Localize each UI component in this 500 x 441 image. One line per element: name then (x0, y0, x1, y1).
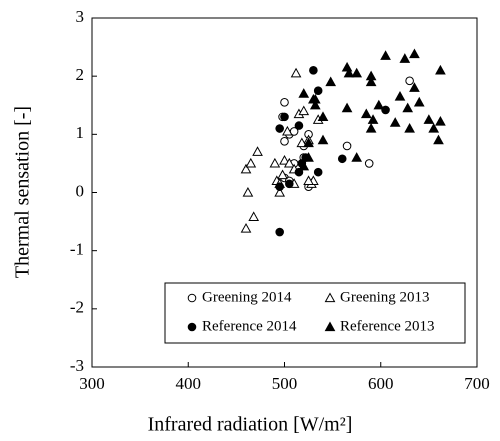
legend-label: Reference 2014 (202, 318, 297, 334)
y-tick-label: -2 (70, 298, 84, 317)
data-point (317, 111, 329, 121)
y-axis-title: Thermal sensation [-] (12, 106, 34, 278)
data-point (428, 122, 440, 133)
data-point (285, 179, 294, 189)
data-point (367, 114, 379, 124)
legend-marker (324, 292, 336, 303)
y-tick-label: 2 (76, 65, 85, 84)
data-point (298, 88, 310, 98)
data-point (248, 211, 260, 222)
data-point (298, 160, 310, 171)
data-point (282, 125, 293, 136)
y-tick-label: -3 (70, 356, 84, 375)
data-point (280, 98, 289, 107)
data-point (399, 53, 411, 63)
data-point (240, 163, 252, 174)
data-point (242, 186, 254, 197)
data-point (298, 105, 310, 116)
data-point (303, 175, 314, 185)
data-point (279, 154, 290, 165)
y-tick-label: -1 (70, 240, 84, 259)
data-point (303, 137, 314, 148)
data-point (351, 67, 363, 78)
data-point (317, 134, 329, 145)
legend-marker (187, 293, 197, 303)
data-point (394, 90, 406, 101)
data-point (423, 114, 435, 124)
data-point (294, 121, 304, 130)
legend-label: Reference 2013 (340, 318, 435, 334)
data-point (296, 137, 308, 148)
data-point (313, 86, 323, 96)
data-point (402, 102, 414, 113)
data-point (435, 64, 446, 75)
y-tick-label: 0 (76, 181, 85, 200)
data-point (435, 116, 446, 126)
data-point (275, 182, 284, 191)
data-point (381, 105, 390, 115)
data-point (274, 186, 286, 197)
legend-marker (324, 321, 336, 332)
legend-box (164, 282, 466, 344)
data-point (409, 48, 420, 59)
data-point (360, 108, 372, 119)
data-point (280, 137, 289, 146)
data-point (341, 61, 353, 72)
data-point (309, 99, 321, 110)
legend-label: Greening 2013 (340, 289, 430, 305)
legend-label: Greening 2014 (202, 289, 292, 305)
x-tick-label: 300 (79, 374, 105, 393)
x-tick-label: 600 (368, 374, 394, 393)
data-point (342, 141, 352, 151)
data-point (275, 227, 284, 237)
data-point (341, 102, 353, 113)
data-point (389, 117, 401, 127)
data-point (280, 112, 289, 122)
data-point (309, 93, 321, 104)
data-point (373, 99, 385, 110)
data-point (290, 67, 302, 78)
x-tick-label: 700 (464, 374, 490, 393)
legend-marker (187, 322, 197, 332)
data-point (365, 122, 377, 133)
data-point (240, 223, 252, 233)
data-point (245, 157, 257, 168)
data-point (405, 76, 414, 86)
data-point (269, 157, 281, 168)
x-tick-label: 500 (272, 374, 298, 393)
data-point (351, 152, 363, 162)
data-point (277, 169, 288, 180)
data-point (365, 76, 377, 87)
data-point (433, 134, 444, 145)
data-point (409, 82, 420, 92)
data-point (404, 122, 415, 133)
x-axis-title: Infrared radiation [W/m²] (148, 414, 353, 436)
data-point (343, 67, 355, 78)
data-point (325, 76, 337, 87)
y-tick-label: 3 (76, 7, 85, 26)
data-point (252, 146, 263, 156)
x-tick-label: 400 (176, 374, 202, 393)
data-point (275, 124, 284, 133)
data-point (313, 167, 323, 177)
data-point (380, 50, 391, 60)
data-point (309, 66, 318, 75)
data-point (283, 157, 295, 168)
y-tick-label: 1 (76, 123, 85, 142)
data-point (303, 152, 314, 162)
data-point (337, 154, 347, 164)
data-point (413, 96, 425, 107)
data-point (364, 159, 374, 168)
